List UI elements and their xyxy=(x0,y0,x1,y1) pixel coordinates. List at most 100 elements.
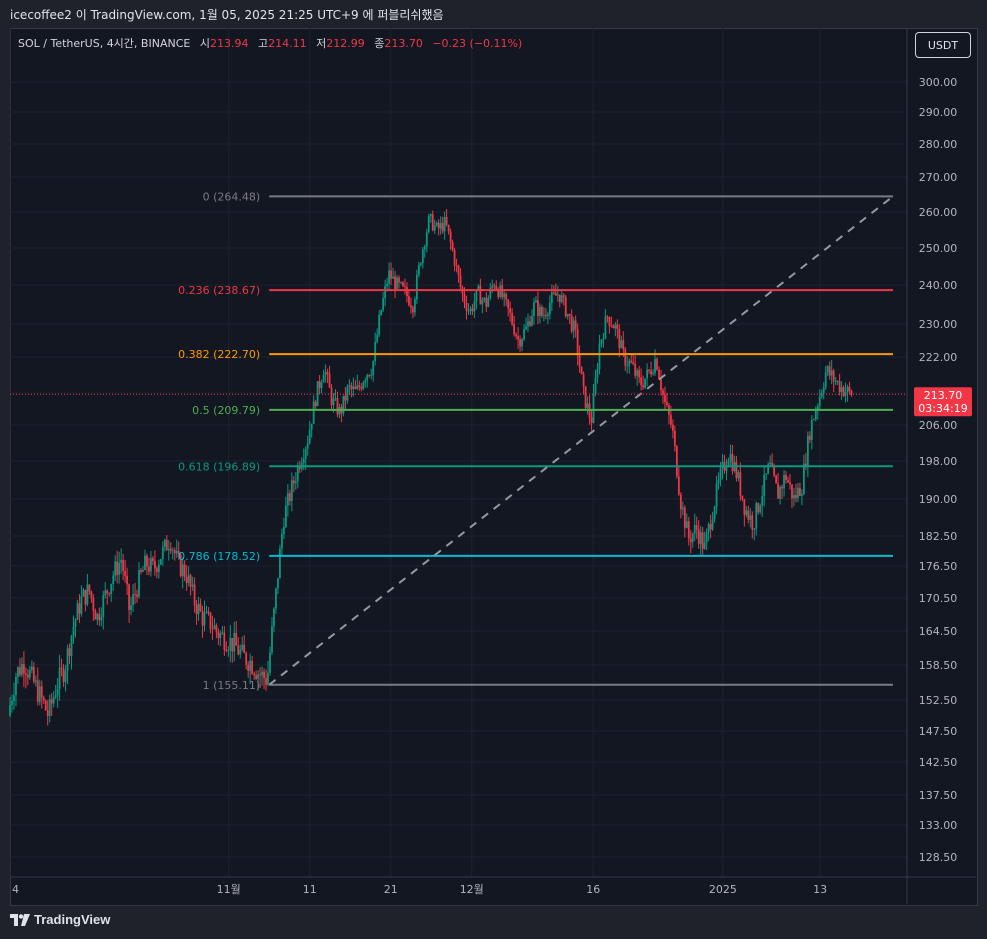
candle-body xyxy=(380,310,383,315)
candle-body xyxy=(675,446,678,477)
candle-body xyxy=(695,525,698,530)
candle-body xyxy=(564,296,567,317)
candle-body xyxy=(44,700,47,711)
candle-body xyxy=(731,453,734,472)
price-axis[interactable]: 300.00 290.00 280.00 270.00 260.00 250.00 240.… xyxy=(919,76,958,864)
time-tick-label: 21 xyxy=(384,883,398,896)
candle-body xyxy=(411,307,414,313)
time-axis[interactable]: 4 11월 11 21 12월 16 2025 13 xyxy=(12,883,827,896)
candle-body xyxy=(539,306,541,316)
candle-body xyxy=(84,589,87,605)
candle-body xyxy=(433,225,436,231)
candle-body xyxy=(217,631,220,639)
candle-body xyxy=(687,521,690,539)
candle-body xyxy=(759,505,762,513)
fib-level-1-label: 1 (155.11) xyxy=(203,679,261,692)
candle-body xyxy=(435,222,438,226)
candle-body xyxy=(356,385,359,389)
candle-body xyxy=(493,285,496,287)
candle-body xyxy=(834,381,837,382)
price-tick-label: 290.00 xyxy=(919,106,958,119)
candle-body xyxy=(814,411,817,420)
candle-body xyxy=(88,584,91,592)
candle-body xyxy=(378,314,381,335)
candle-body xyxy=(9,705,11,716)
candle-body xyxy=(681,507,684,510)
candle-body xyxy=(483,297,486,300)
candle-body xyxy=(693,525,696,534)
low-label: 저 xyxy=(316,37,327,50)
candle-body xyxy=(568,313,571,316)
candle-body xyxy=(507,299,510,309)
candle-body xyxy=(219,633,222,639)
candle-body xyxy=(390,270,392,279)
last-price-value: 213.70 xyxy=(924,389,963,402)
candle-body xyxy=(797,487,799,499)
candle-body xyxy=(70,635,73,656)
candle-body xyxy=(243,644,246,654)
currency-button[interactable]: USDT xyxy=(915,32,971,58)
candle-body xyxy=(531,315,533,326)
candle-body xyxy=(755,503,758,529)
candle-body xyxy=(322,375,325,383)
candle-body xyxy=(24,673,27,675)
candle-body xyxy=(72,626,75,636)
candle-body xyxy=(783,475,785,489)
last-price-badge xyxy=(914,387,972,417)
candle-body xyxy=(757,503,760,513)
candle-body xyxy=(267,672,269,685)
candle-body xyxy=(421,249,424,264)
candle-body xyxy=(163,539,166,547)
candle-body xyxy=(106,590,109,594)
candle-body xyxy=(384,286,387,299)
candle-body xyxy=(308,429,311,444)
candle-body xyxy=(122,559,125,572)
candle-body xyxy=(604,316,607,339)
time-tick-label: 11 xyxy=(303,883,317,896)
candle-body xyxy=(175,551,178,554)
candle-body xyxy=(646,369,648,379)
candle-body xyxy=(658,369,660,380)
candle-body xyxy=(253,673,256,676)
candle-body xyxy=(697,529,700,544)
symbol-title[interactable]: SOL / TetherUS, 4시간, BINANCE xyxy=(18,37,191,50)
candle-body xyxy=(497,289,500,297)
candle-body xyxy=(666,402,668,405)
candle-body xyxy=(402,282,404,286)
candle-body xyxy=(628,360,631,366)
candle-body xyxy=(294,481,297,484)
candle-body xyxy=(542,315,545,316)
candle-body xyxy=(662,390,664,395)
candle-body xyxy=(211,628,214,630)
candle-body xyxy=(152,558,154,561)
candle-body xyxy=(795,494,797,499)
candle-body xyxy=(146,555,148,567)
candle-body xyxy=(747,510,750,520)
candle-body xyxy=(138,570,140,597)
candle-body xyxy=(594,377,597,395)
candle-body xyxy=(441,223,444,232)
candle-body xyxy=(245,653,248,665)
candle-body xyxy=(372,361,375,376)
candle-body xyxy=(642,385,645,388)
candle-body xyxy=(572,320,575,332)
candle-body xyxy=(249,660,252,671)
candle-body xyxy=(310,423,313,430)
candle-body xyxy=(392,276,394,279)
fibonacci-retracement[interactable]: 0 (264.48) 0.236 (238.67) 0.382 (222.70) 0.… xyxy=(178,190,894,692)
candle-body xyxy=(465,303,468,311)
price-tick-label: 280.00 xyxy=(919,138,958,151)
candle-body xyxy=(600,339,603,344)
candle-body xyxy=(128,584,130,611)
candle-body xyxy=(644,378,647,388)
price-tick-label: 158.50 xyxy=(919,659,958,672)
candle-body xyxy=(652,372,654,375)
candle-body xyxy=(513,324,516,335)
candle-body xyxy=(810,420,813,440)
candle-body xyxy=(618,328,621,349)
candle-body xyxy=(745,510,748,515)
candle-body xyxy=(822,387,825,394)
candle-body xyxy=(616,324,619,329)
candle-body xyxy=(751,515,754,530)
